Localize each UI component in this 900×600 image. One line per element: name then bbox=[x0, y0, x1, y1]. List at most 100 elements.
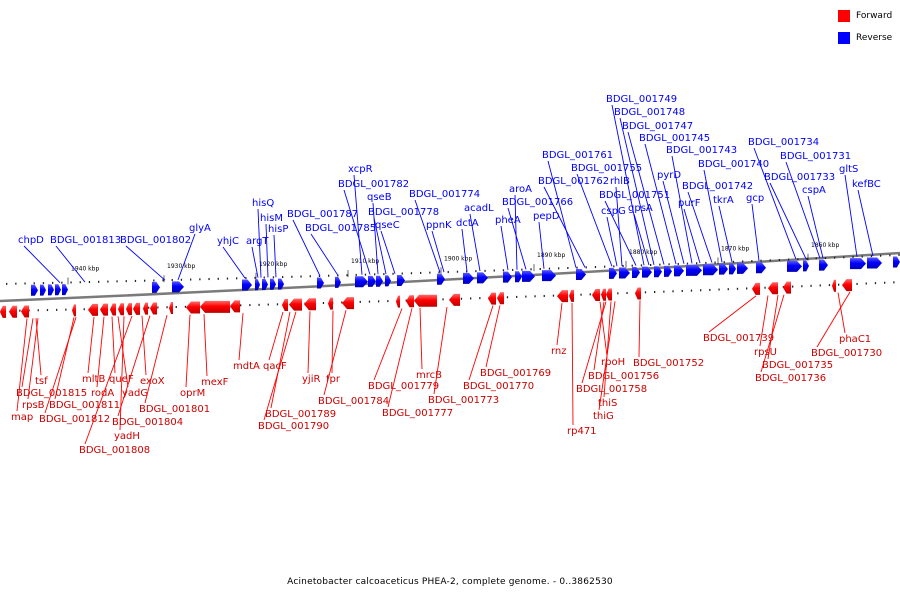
scale-dot bbox=[898, 253, 900, 256]
forward-leader-line bbox=[767, 294, 779, 360]
reverse-leader-line bbox=[857, 189, 874, 257]
scale-dot bbox=[751, 260, 753, 263]
forward-gene bbox=[0, 305, 6, 318]
scale-dot bbox=[190, 278, 192, 281]
scale-dot bbox=[258, 303, 260, 306]
scale-dot bbox=[65, 308, 67, 311]
scale-dot bbox=[42, 282, 45, 285]
reverse-gene-label: aroA bbox=[509, 184, 532, 195]
forward-gene-label: phaC1 bbox=[839, 334, 871, 345]
forward-gene bbox=[100, 303, 108, 316]
scale-dot bbox=[359, 300, 361, 303]
scale-dot bbox=[282, 276, 284, 279]
reverse-gene bbox=[40, 284, 46, 296]
forward-leader-line bbox=[27, 318, 39, 400]
scale-dot bbox=[56, 308, 58, 311]
reverse-gene bbox=[515, 271, 522, 283]
genome-backbone bbox=[0, 251, 900, 303]
reverse-gene-label: BDGL_001743 bbox=[666, 145, 737, 156]
scale-dot bbox=[28, 309, 30, 312]
forward-gene-label: BDGL_001784 bbox=[318, 396, 389, 407]
reverse-swatch bbox=[838, 32, 850, 44]
reverse-leader-line bbox=[703, 169, 723, 263]
reverse-gene bbox=[385, 275, 391, 287]
scale-dot bbox=[622, 265, 624, 268]
scale-dot bbox=[696, 262, 698, 265]
scale-dot bbox=[567, 267, 569, 270]
reverse-leader-line bbox=[343, 189, 371, 275]
scale-dot bbox=[180, 278, 183, 281]
scale-dot bbox=[88, 281, 91, 284]
scale-dot bbox=[792, 285, 794, 288]
scale-dot bbox=[589, 293, 591, 296]
scale-dot bbox=[387, 300, 389, 303]
forward-gene bbox=[169, 302, 173, 315]
reverse-leader-line bbox=[265, 223, 269, 278]
reverse-gene bbox=[674, 265, 684, 277]
reverse-gene bbox=[703, 264, 718, 276]
reverse-leader-line bbox=[619, 117, 655, 265]
reverse-gene bbox=[609, 267, 617, 279]
scale-dot bbox=[723, 261, 725, 264]
forward-gene bbox=[72, 304, 76, 317]
forward-leader-line bbox=[373, 308, 403, 381]
scale-dot bbox=[249, 304, 251, 307]
scale-dot bbox=[368, 300, 371, 303]
scale-dot bbox=[534, 295, 536, 298]
forward-leader-line bbox=[270, 311, 291, 409]
forward-gene-label: BDGL_001773 bbox=[428, 395, 499, 406]
reverse-gene-label: argT bbox=[246, 236, 269, 247]
scale-dot bbox=[810, 284, 812, 287]
scale-dot bbox=[760, 259, 762, 262]
reverse-leader-line bbox=[431, 230, 445, 273]
reverse-leader-line bbox=[292, 219, 321, 277]
reverse-gene-label: rhlB bbox=[610, 176, 630, 187]
forward-gene-label: BDGL_001736 bbox=[755, 373, 826, 384]
scale-dot bbox=[401, 272, 403, 275]
scale-dot bbox=[714, 261, 716, 264]
forward-gene-label: qacF bbox=[263, 361, 287, 372]
scale-dot bbox=[801, 285, 803, 288]
scale-dot bbox=[322, 301, 325, 304]
scale-dot bbox=[429, 271, 431, 274]
forward-gene-label: BDGL_001779 bbox=[368, 381, 439, 392]
legend: Forward Reverse bbox=[838, 8, 898, 52]
reverse-gene bbox=[803, 260, 809, 272]
scale-dot bbox=[355, 273, 357, 276]
legend-forward-label: Forward bbox=[856, 11, 893, 21]
scale-dot bbox=[254, 276, 256, 279]
reverse-gene-label: gcp bbox=[746, 193, 764, 204]
forward-leader-line bbox=[263, 311, 297, 421]
forward-gene-label: rpsB bbox=[22, 400, 45, 411]
scale-dot bbox=[175, 306, 177, 309]
scale-dot bbox=[46, 309, 49, 312]
forward-gene bbox=[289, 298, 302, 311]
scale-dot bbox=[346, 274, 348, 277]
scale-dot bbox=[512, 268, 514, 271]
scale-tick-label: 1930 kbp bbox=[167, 263, 195, 270]
reverse-leader-line bbox=[257, 208, 262, 278]
reverse-gene-label: qseC bbox=[375, 220, 400, 231]
forward-gene bbox=[752, 282, 760, 295]
scale-dot bbox=[107, 280, 109, 283]
forward-gene-label: rnz bbox=[551, 346, 567, 357]
forward-labels: tsfBDGL_001815rpsBmapBDGL_001811mltBrodA… bbox=[11, 291, 882, 456]
reverse-gene-label: yhjC bbox=[217, 236, 239, 247]
scale-dot bbox=[552, 294, 555, 297]
reverse-leader-line bbox=[251, 246, 259, 278]
forward-gene-label: thiG bbox=[593, 411, 614, 422]
scale-dot bbox=[493, 269, 495, 272]
reverse-gene-label: gltS bbox=[839, 164, 858, 175]
reverse-gene bbox=[270, 278, 276, 290]
forward-gene bbox=[88, 303, 98, 316]
scale-dot bbox=[856, 282, 858, 285]
reverse-gene-label: qseB bbox=[367, 192, 392, 203]
reverse-gene-label: kefBC bbox=[852, 179, 881, 190]
scale-dot bbox=[300, 275, 302, 278]
reverse-leader-line bbox=[414, 199, 441, 273]
scale-dot bbox=[746, 287, 748, 290]
scale-dot bbox=[134, 279, 137, 282]
scale-dot bbox=[819, 284, 821, 287]
reverse-leader-line bbox=[644, 143, 677, 265]
scale-dot bbox=[33, 282, 35, 285]
